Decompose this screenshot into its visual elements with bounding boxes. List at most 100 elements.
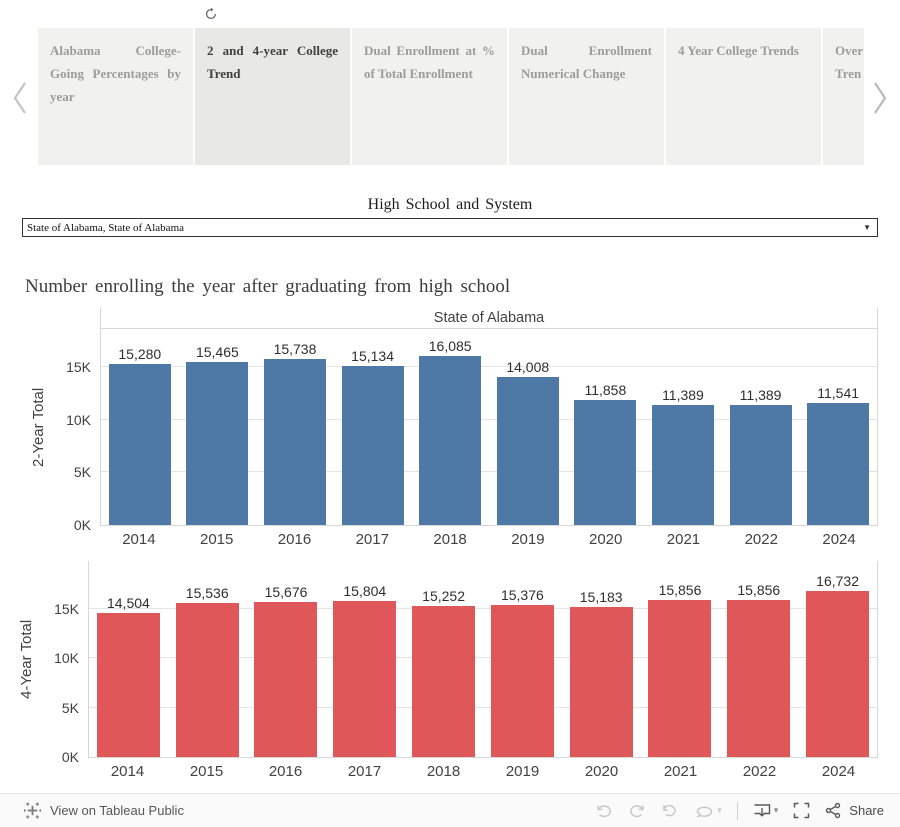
gridline (101, 365, 877, 367)
gridline (101, 471, 877, 473)
fullscreen-icon (794, 802, 810, 819)
bar-column: 14,504 (89, 561, 168, 757)
x-axis: 2014 2015 2016 2017 2018 2019 2020 2021 2022 2024 (88, 757, 878, 785)
y-tick-label: 15K (54, 600, 79, 617)
view-on-tableau-public-link[interactable]: View on Tableau Public (24, 802, 184, 819)
bar-value-label: 15,856 (658, 582, 702, 599)
bar-2021[interactable] (651, 405, 714, 525)
x-axis: 2014 2015 2016 2017 2018 2019 2020 2021 2022 2024 (100, 525, 878, 553)
x-tick-label: 2022 (744, 531, 778, 548)
bar-2022[interactable] (727, 600, 791, 757)
chart-column-header: State of Alabama (100, 307, 878, 329)
bar-column: 14,008 (489, 329, 567, 525)
tab-overall-trends-truncated[interactable]: Over Tren (823, 28, 864, 165)
bar-column: 11,389 (722, 329, 800, 525)
tab-4-year-college-trends[interactable]: 4 Year College Trends (666, 28, 821, 165)
x-tick-label: 2017 (347, 763, 382, 780)
bar-column: 11,541 (799, 329, 877, 525)
y-tick-label: 15K (66, 358, 91, 375)
loading-spinner-icon (205, 8, 217, 20)
bar-2020[interactable] (569, 606, 633, 757)
download-button[interactable]: ▾ (753, 802, 779, 819)
bar-value-label: 15,856 (737, 582, 781, 599)
refresh-icon (696, 806, 713, 817)
filter-label: High School and System (367, 196, 533, 213)
bar-2022[interactable] (729, 405, 792, 525)
bar-columns: 14,504 15,536 15,676 15,804 15,252 15,376 15,1… (89, 561, 877, 757)
y-tick-label: 0K (73, 517, 91, 533)
bar-column: 15,804 (325, 561, 404, 757)
high-school-system-dropdown[interactable]: State of Alabama, State of Alabama ▼ (22, 218, 878, 237)
x-tick-label: 2024 (821, 763, 856, 780)
bar-column: 16,732 (798, 561, 877, 757)
bar-value-label: 15,376 (500, 586, 544, 603)
bar-column: 15,134 (334, 329, 412, 525)
bar-column: 15,183 (562, 561, 641, 757)
x-tick-label: 2019 (505, 763, 540, 780)
bar-2015[interactable] (186, 362, 249, 525)
y-tick-label: 10K (66, 411, 91, 428)
bar-value-label: 15,465 (195, 344, 239, 361)
gridline (89, 607, 877, 609)
bar-column: 16,085 (411, 329, 489, 525)
bar-2017[interactable] (341, 365, 404, 525)
bar-2014[interactable] (108, 364, 171, 525)
tab-dual-enrollment-percent[interactable]: Dual Enrollment at % of Total Enrollment (352, 28, 507, 165)
refresh-button[interactable]: ▾ (694, 803, 722, 819)
x-tick-label: 2022 (742, 763, 777, 780)
redo-button[interactable] (628, 803, 646, 819)
charts-container: 2-Year Total State of Alabama 0K 5K 10K 15K… (0, 307, 900, 785)
x-tick-label: 2015 (189, 763, 224, 780)
tab-dual-enrollment-numerical-change[interactable]: Dual Enrollment Numerical Change (509, 28, 664, 165)
x-tick-label: 2016 (268, 763, 303, 780)
bar-2015[interactable] (175, 603, 239, 757)
bar-2016[interactable] (254, 601, 318, 757)
bar-2024[interactable] (806, 591, 870, 757)
page-title: Number enrolling the year after graduati… (25, 276, 511, 297)
bar-column: 15,856 (641, 561, 720, 757)
reset-icon (663, 804, 676, 816)
tab-2-and-4-year-college-trend[interactable]: 2 and 4-year College Trend (195, 28, 350, 165)
four-year-total-chart: 4-Year Total 0K 5K 10K 15K 14,504 15,536 15,67… (18, 561, 878, 785)
x-tick-label: 2014 (122, 531, 156, 548)
bar-2024[interactable] (807, 403, 870, 525)
bar-columns: 15,280 15,465 15,738 15,134 16,085 14,008 11,8… (101, 329, 877, 525)
bar-value-label: 11,389 (739, 387, 782, 403)
bar-value-label: 15,804 (343, 582, 387, 599)
bar-2021[interactable] (648, 600, 712, 757)
x-tick-label: 2014 (110, 763, 145, 780)
x-tick-label: 2024 (822, 531, 856, 548)
bar-2017[interactable] (333, 600, 397, 757)
share-icon (826, 802, 841, 819)
undo-button[interactable] (595, 803, 613, 819)
tab-alabama-college-going-percentages[interactable]: Alabama College-Going Percentages by yea… (38, 28, 193, 165)
bar-column: 15,280 (101, 329, 179, 525)
bar-2019[interactable] (496, 377, 559, 525)
bar-2018[interactable] (419, 355, 482, 525)
gridline (101, 418, 877, 420)
bar-value-label: 15,134 (351, 347, 394, 364)
tabs-scroll-left-button[interactable] (8, 78, 32, 118)
tableau-bottom-toolbar: View on Tableau Public ▾ (0, 793, 900, 827)
fullscreen-button[interactable] (793, 802, 810, 819)
bar-value-label: 11,389 (662, 387, 704, 403)
share-button[interactable]: Share (825, 802, 884, 819)
tabs-scroll-right-button[interactable] (868, 78, 892, 118)
bar-2019[interactable] (490, 604, 554, 757)
toolbar-actions: ▾ ▾ Share (595, 801, 884, 820)
x-tick-label: 2018 (433, 531, 467, 548)
refresh-options-caret-icon: ▾ (717, 805, 722, 815)
gridline (89, 706, 877, 708)
bar-value-label: 11,858 (584, 382, 627, 399)
bar-2018[interactable] (412, 606, 476, 757)
dropdown-caret-icon: ▼ (863, 223, 871, 232)
reset-button[interactable] (661, 803, 679, 819)
download-options-caret-icon: ▾ (773, 805, 779, 815)
bar-2016[interactable] (263, 359, 327, 525)
gridline (89, 657, 877, 659)
toolbar-separator (736, 801, 738, 820)
bar-2020[interactable] (574, 400, 637, 525)
bar-value-label: 14,008 (506, 359, 550, 376)
bar-2014[interactable] (96, 613, 160, 757)
x-tick-label: 2019 (511, 531, 545, 548)
